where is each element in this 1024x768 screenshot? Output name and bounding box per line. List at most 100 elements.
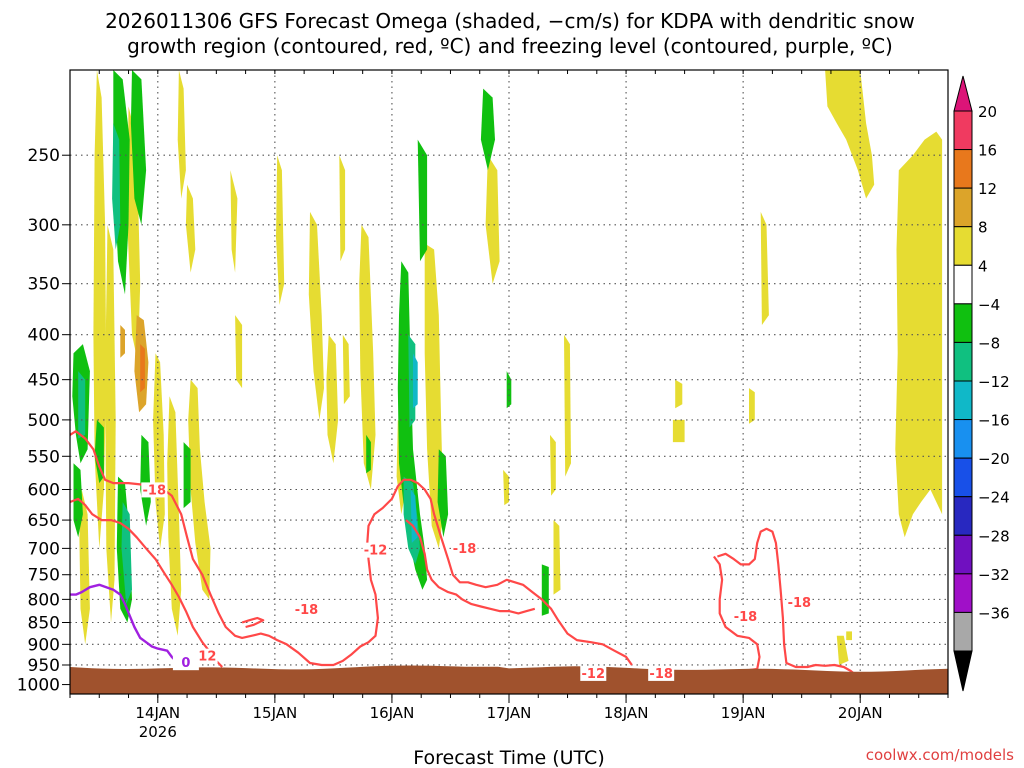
omega-region: [153, 353, 165, 549]
omega-region: [846, 631, 852, 641]
contour-label: -18: [788, 596, 812, 611]
dgz-contour-line: [241, 616, 265, 629]
omega-region: [140, 434, 151, 526]
omega-region: [485, 155, 500, 284]
x-tick-label: 18JAN: [604, 704, 649, 722]
omega-shading: [72, 70, 943, 665]
omega-region: [183, 442, 191, 509]
chart-title-line2: growth region (contoured, red, ºC) and f…: [127, 34, 893, 58]
colorbar-swatch: [953, 226, 973, 266]
colorbar-label: −32: [978, 566, 1010, 584]
omega-region: [480, 88, 495, 171]
y-tick-label: 250: [28, 146, 60, 166]
colorbar-label: 8: [978, 219, 988, 237]
omega-region: [94, 419, 104, 484]
contour-label-background: [451, 541, 478, 557]
colorbar-swatch: [953, 303, 973, 343]
colorbar-swatch: [953, 264, 973, 305]
contour-label: 0: [181, 656, 190, 671]
y-axis: 2503003504004505005506006507007508008509…: [17, 146, 70, 696]
y-tick-label: 350: [28, 275, 60, 295]
omega-region: [230, 170, 238, 273]
colorbar-bottom-arrow: [953, 650, 973, 692]
omega-region: [342, 334, 350, 405]
colorbar-swatch: [953, 380, 973, 421]
y-tick-label: 600: [28, 481, 60, 501]
colorbar-label: 20: [978, 103, 997, 121]
colorbar-swatch: [953, 341, 973, 382]
contour-label-background: [786, 595, 813, 611]
colorbar-swatch: [953, 573, 973, 613]
contour-label-background: [141, 482, 168, 498]
omega-region: [130, 70, 147, 225]
omega-region: [760, 211, 769, 325]
x-axis-label: Forecast Time (UTC): [413, 747, 604, 768]
colorbar-label: −8: [978, 334, 1000, 352]
omega-region: [503, 469, 509, 506]
colorbar-swatch: [953, 419, 973, 459]
omega-region: [177, 70, 186, 199]
colorbar-label: −4: [978, 296, 1000, 314]
contour-label: -18: [734, 610, 758, 625]
omega-region: [675, 379, 683, 409]
omega-region: [553, 520, 561, 595]
colorbar-label: −20: [978, 450, 1010, 468]
omega-region: [78, 371, 86, 439]
contour-labels: -18-12-18-12 -18-12 -18-18-180: [141, 482, 813, 682]
omega-region: [120, 325, 125, 358]
omega-region: [308, 211, 324, 420]
contour-label: -12: [582, 667, 606, 682]
omega-region: [895, 131, 943, 538]
colorbar-label: 12: [978, 180, 997, 198]
colorbar-top-arrow: [953, 75, 973, 112]
chart-title-line1: 2026011306 GFS Forecast Omega (shaded, −…: [105, 9, 915, 33]
x-tick-label: 19JAN: [721, 704, 766, 722]
omega-region: [417, 139, 428, 262]
colorbar-swatch: [953, 611, 973, 652]
contour-label: -18: [453, 542, 477, 557]
colorbar-label: −16: [978, 412, 1010, 430]
omega-region: [167, 396, 182, 636]
omega-region: [672, 419, 685, 443]
omega-region: [79, 489, 90, 645]
y-tick-label: 850: [28, 614, 60, 634]
omega-region: [366, 434, 371, 474]
y-tick-label: 500: [28, 411, 60, 431]
omega-region: [326, 334, 339, 464]
dgz-contour-line: [405, 519, 536, 615]
x-tick-label: 16JAN: [370, 704, 415, 722]
omega-region: [564, 334, 571, 477]
x-tick-label: 17JAN: [487, 704, 532, 722]
x-tick-label: 14JAN: [135, 704, 180, 722]
colorbar-label: −24: [978, 489, 1010, 507]
colorbar-swatch: [953, 149, 973, 189]
credit-text: coolwx.com/models: [866, 746, 1014, 764]
colorbar-swatch: [953, 534, 973, 575]
omega-region: [550, 434, 556, 496]
contour-label-background: [172, 655, 199, 671]
dgz-contour-line: [70, 497, 223, 668]
omega-region: [541, 564, 549, 616]
omega-region: [121, 502, 132, 605]
y-tick-label: 300: [28, 216, 60, 236]
omega-region: [413, 353, 418, 409]
x-tick-label: 15JAN: [252, 704, 297, 722]
y-tick-label: 1000: [17, 676, 60, 696]
omega-region: [339, 155, 346, 262]
contour-label: -18: [295, 603, 319, 618]
y-tick-label: 550: [28, 447, 60, 467]
omega-region: [836, 635, 849, 665]
omega-region: [185, 184, 196, 273]
y-tick-label: 650: [28, 511, 60, 531]
y-tick-label: 950: [28, 656, 60, 676]
y-tick-label: 450: [28, 371, 60, 391]
colorbar-swatch: [953, 110, 973, 151]
colorbar-swatch: [953, 496, 973, 536]
y-tick-label: 700: [28, 539, 60, 559]
y-tick-label: 800: [28, 590, 60, 610]
omega-region: [359, 224, 376, 490]
colorbar-label: 16: [978, 142, 997, 160]
y-tick-label: 750: [28, 566, 60, 586]
